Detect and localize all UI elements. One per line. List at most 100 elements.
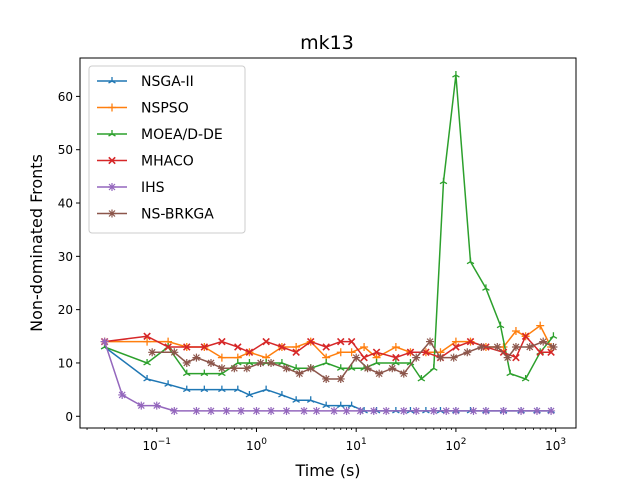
legend-marker-nspso xyxy=(108,103,116,112)
legend-frame xyxy=(88,65,246,234)
ihs-point xyxy=(442,406,451,415)
x-tick-label: 10−1 xyxy=(142,437,171,453)
ihs-point xyxy=(300,406,309,415)
legend-item-mhaco: MHACO xyxy=(97,154,194,170)
ns-brkga-point xyxy=(295,369,304,378)
moea-d-de-point xyxy=(439,177,448,185)
ihs-point xyxy=(312,406,321,415)
moea-d-de-point xyxy=(466,257,475,265)
ihs-point xyxy=(547,406,556,415)
ns-brkga-point xyxy=(267,358,276,367)
ns-brkga-point xyxy=(375,369,384,378)
ns-brkga-point xyxy=(170,348,179,357)
nspso-point xyxy=(347,348,356,357)
mhaco-point xyxy=(406,348,415,357)
moea-d-de-point xyxy=(278,358,286,366)
nspso-point xyxy=(511,326,520,335)
ns-brkga-point xyxy=(192,353,201,362)
legend-label-ihs: IHS xyxy=(141,180,165,196)
mhaco-point xyxy=(292,348,300,357)
nsga-ii-point xyxy=(306,396,315,403)
mhaco-point xyxy=(372,348,381,357)
moea-d-de-line xyxy=(104,74,554,380)
legend: NSGA-II NSPSO MOEA/D-DE MHACO IHS NS-BRKGA xyxy=(88,65,246,234)
ns-brkga-point xyxy=(282,364,291,373)
moea-d-de-point xyxy=(417,374,426,382)
ns-brkga-point xyxy=(412,353,421,362)
x-tick-label: 101 xyxy=(346,437,367,453)
ns-brkga-point xyxy=(352,353,361,362)
nsga-ii-point xyxy=(234,385,242,393)
mhaco-point xyxy=(322,343,330,351)
nspso-point xyxy=(336,348,345,357)
nsga-ii-point xyxy=(322,401,330,409)
nspso-point xyxy=(292,342,301,351)
ns-brkga-point xyxy=(549,342,558,351)
mhaco-point xyxy=(278,343,286,351)
mhaco-point xyxy=(262,337,270,346)
legend-item-moea-d-de: MOEA/D-DE xyxy=(97,127,223,143)
legend-marker-mhaco xyxy=(108,156,116,165)
mhaco-point xyxy=(234,343,242,351)
moea-d-de-point xyxy=(452,71,460,78)
y-tick-label: 10 xyxy=(58,356,73,370)
ihs-point xyxy=(207,406,216,415)
ns-brkga-point xyxy=(477,342,486,351)
nsga-ii-point xyxy=(347,401,356,409)
mhaco-point xyxy=(218,337,226,346)
moea-d-de-point xyxy=(143,358,151,366)
nsga-ii-point xyxy=(292,396,300,403)
ns-brkga-point xyxy=(511,342,520,351)
ihs-point xyxy=(237,406,246,415)
ihs-point xyxy=(152,401,161,410)
mhaco-point xyxy=(466,337,475,346)
mhaco-point xyxy=(536,348,544,357)
ns-brkga-point xyxy=(207,358,216,367)
plot-area xyxy=(100,71,558,415)
nsga-ii-point xyxy=(218,385,226,393)
ns-brkga-point xyxy=(363,364,372,373)
legend-item-ns-brkga: NS-BRKGA xyxy=(97,207,214,223)
ihs-point xyxy=(100,337,109,346)
ihs-point xyxy=(170,406,179,415)
chart-title: mk13 xyxy=(300,32,354,54)
ihs-point xyxy=(532,406,541,415)
ihs-point xyxy=(118,390,127,399)
ihs-point xyxy=(192,406,201,415)
nsga-ii-point xyxy=(164,380,172,387)
x-tick-label: 100 xyxy=(246,437,267,453)
mhaco-point xyxy=(245,348,254,357)
ns-brkga-point xyxy=(388,364,397,373)
ns-brkga-point xyxy=(322,374,331,383)
mhaco-point xyxy=(336,337,345,346)
mhaco-point xyxy=(306,337,315,346)
legend-item-nsga-ii: NSGA-II xyxy=(97,74,194,90)
ihs-point xyxy=(412,406,421,415)
ihs-point xyxy=(137,401,146,410)
ihs-point xyxy=(222,406,231,415)
moea-d-de-point xyxy=(182,369,191,377)
ns-brkga-point xyxy=(463,348,472,357)
mhaco-point xyxy=(521,332,530,341)
y-tick-label: 0 xyxy=(65,410,73,424)
mhaco-point xyxy=(422,348,430,357)
moea-d-de-point xyxy=(521,374,530,382)
ns-brkga-point xyxy=(503,353,512,362)
ihs-point xyxy=(342,406,351,415)
y-tick-label: 60 xyxy=(58,90,73,104)
y-tick-label: 20 xyxy=(58,303,73,317)
nsga-ii-point xyxy=(278,390,286,398)
ihs-point xyxy=(252,406,261,415)
legend-marker-ihs xyxy=(108,183,116,191)
moea-d-de-point xyxy=(482,284,490,291)
ihs-point xyxy=(369,406,378,415)
ihs-point xyxy=(382,406,391,415)
nsga-ii-point xyxy=(143,374,151,382)
ihs-point xyxy=(356,406,365,415)
ns-brkga-point xyxy=(230,364,239,373)
ihs-point xyxy=(429,406,438,415)
moea-d-de-point xyxy=(496,321,505,329)
nspso-point xyxy=(391,342,400,351)
mhaco-point xyxy=(360,353,368,362)
legend-marker-moea-d-de xyxy=(108,130,116,137)
